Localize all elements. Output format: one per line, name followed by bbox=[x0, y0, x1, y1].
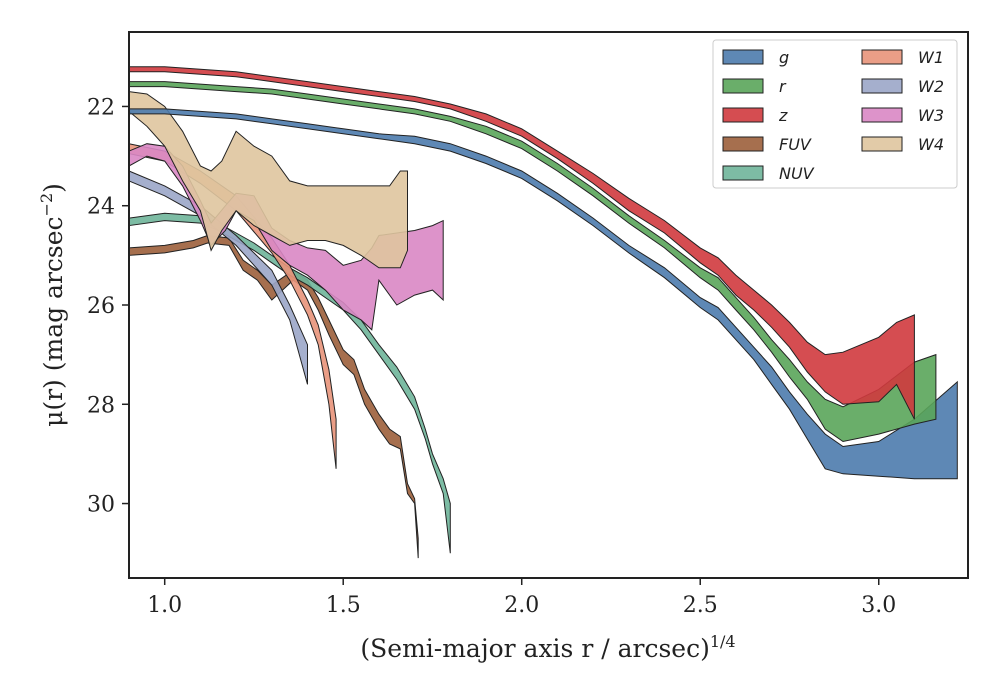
legend-swatch-w3 bbox=[861, 107, 903, 123]
legend-label-w3: W3 bbox=[918, 106, 944, 125]
legend-label-z: z bbox=[778, 106, 788, 125]
x-tick-label: 3.0 bbox=[861, 593, 896, 618]
band-z bbox=[128, 66, 915, 420]
legend-swatch-z bbox=[722, 107, 764, 123]
band-g bbox=[128, 108, 958, 480]
legend-label-g: g bbox=[779, 48, 789, 67]
legend-swatch-w1 bbox=[861, 49, 903, 65]
legend-label-w2: W2 bbox=[918, 77, 944, 96]
band-w4 bbox=[128, 91, 408, 269]
y-tick-label: 26 bbox=[87, 294, 115, 319]
y-axis-ticks: 22 24 26 28 30 bbox=[87, 95, 129, 518]
legend-swatch-w4 bbox=[861, 136, 903, 152]
legend-label-w4: W4 bbox=[918, 135, 944, 154]
legend-swatch-fuv bbox=[722, 136, 764, 152]
x-axis-label: (Semi-major axis r / arcsec)1/4 bbox=[360, 632, 735, 663]
y-tick-label: 30 bbox=[87, 493, 115, 518]
legend-swatch-r bbox=[722, 78, 764, 94]
legend-label-nuv: NUV bbox=[779, 164, 815, 183]
y-tick-label: 24 bbox=[87, 195, 115, 220]
legend-label-w1: W1 bbox=[918, 48, 944, 67]
x-tick-label: 2.5 bbox=[683, 593, 718, 618]
x-tick-label: 1.0 bbox=[147, 593, 182, 618]
legend-swatch-nuv bbox=[722, 165, 764, 181]
legend: grz FUV NUV W1 W2 W3 W4 bbox=[712, 39, 958, 189]
legend-swatch-g bbox=[722, 49, 764, 65]
x-tick-label: 2.0 bbox=[504, 593, 539, 618]
x-tick-label: 1.5 bbox=[326, 593, 361, 618]
legend-label-r: r bbox=[779, 77, 787, 96]
legend-swatch-w2 bbox=[861, 78, 903, 94]
x-axis-ticks: 1.0 1.5 2.0 2.5 3.0 bbox=[147, 578, 896, 618]
profile-bands bbox=[128, 66, 958, 559]
band-r bbox=[128, 81, 937, 443]
y-tick-label: 28 bbox=[87, 393, 115, 418]
y-axis-label: μ(r) (mag arcsec−2) bbox=[37, 183, 68, 427]
y-tick-label: 22 bbox=[87, 95, 115, 120]
legend-label-fuv: FUV bbox=[779, 135, 812, 154]
